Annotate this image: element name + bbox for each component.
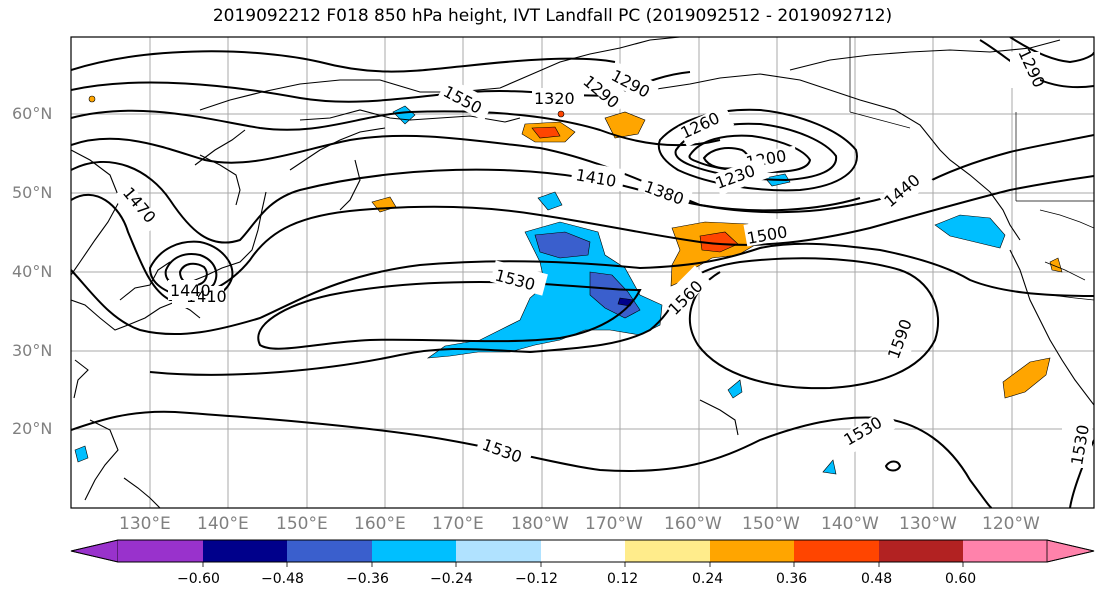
lon-label-180w: 180°W	[511, 514, 569, 534]
lon-label-170e: 170°E	[432, 514, 484, 534]
political-borders	[849, 37, 1094, 301]
lon-label-130e: 130°E	[119, 514, 171, 534]
lon-label-160w: 160°W	[664, 514, 722, 534]
colorbar	[70, 539, 1095, 567]
contour-label: 1320	[534, 89, 575, 108]
colorbar-tick-label: −0.36	[346, 571, 389, 587]
lat-label-30n: 30°N	[12, 341, 53, 360]
lon-label-140e: 140°E	[197, 514, 249, 534]
lat-label-50n: 50°N	[12, 183, 53, 202]
lon-label-120w: 120°W	[982, 514, 1040, 534]
colorbar-tick-label: 0.48	[861, 571, 893, 587]
colorbar-tick-label: 0.12	[607, 571, 639, 587]
height-contours	[71, 37, 1094, 508]
lat-label-20n: 20°N	[12, 419, 53, 438]
lon-label-150e: 150°E	[276, 514, 328, 534]
contour-label: 1440	[170, 281, 211, 300]
lon-label-160e: 160°E	[354, 514, 406, 534]
contour-label-group: 1290 1550 1320 1290 1260 1200 1230 1410 …	[112, 46, 1093, 469]
lon-label-170w: 170°W	[585, 514, 643, 534]
lon-label-130w: 130°W	[899, 514, 957, 534]
colorbar-tick-label: −0.60	[177, 571, 220, 587]
colorbar-tick-label: 0.24	[692, 571, 724, 587]
lat-label-60n: 60°N	[12, 104, 53, 123]
colorbar-tick-label: 0.36	[776, 571, 808, 587]
colorbar-extend-high	[1046, 539, 1095, 563]
colorbar-tick-label: 0.60	[945, 571, 977, 587]
colorbar-extend-low	[70, 539, 119, 563]
lat-label-40n: 40°N	[12, 262, 53, 281]
map-frame	[70, 36, 1095, 509]
colorbar-tick-label: −0.24	[430, 571, 473, 587]
lon-label-140w: 140°W	[821, 514, 879, 534]
colorbar-tick-label: −0.48	[261, 571, 304, 587]
colorbar-tick-label: −0.12	[515, 571, 558, 587]
map-title: 2019092212 F018 850 hPa height, IVT Land…	[212, 6, 893, 26]
lon-label-150w: 150°W	[742, 514, 800, 534]
